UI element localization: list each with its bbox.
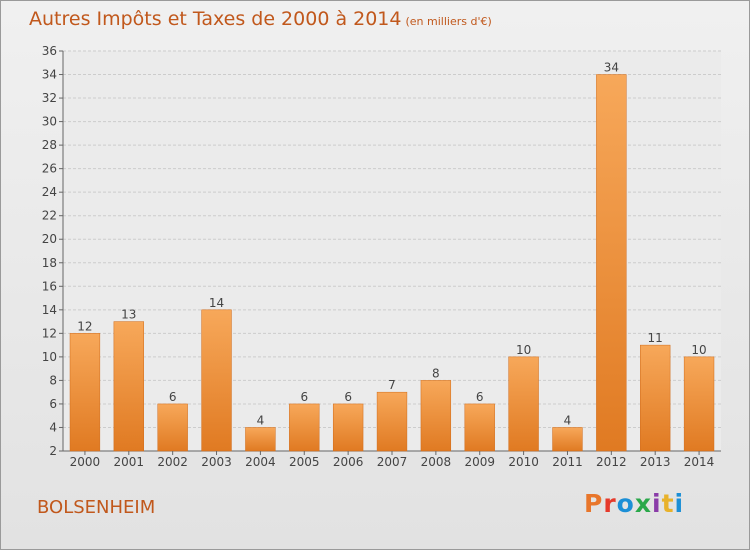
bar xyxy=(464,403,495,452)
data-label: 10 xyxy=(691,343,706,357)
chart-subtitle: (en milliers d'€) xyxy=(405,15,492,28)
chart-title-text: Autres Impôts et Taxes de 2000 à 2014 xyxy=(29,8,402,30)
brand-letter: i xyxy=(674,489,685,518)
y-tick-label: 24 xyxy=(42,185,57,199)
y-tick-label: 32 xyxy=(42,91,57,105)
y-tick-label: 18 xyxy=(42,256,57,270)
chart-title: Autres Impôts et Taxes de 2000 à 2014 (en… xyxy=(29,8,492,30)
bar xyxy=(376,391,408,452)
bar xyxy=(508,356,539,452)
brand-letter: x xyxy=(634,489,652,518)
x-tick-label: 2013 xyxy=(640,455,671,469)
x-tick-label: 2000 xyxy=(70,455,101,469)
brand-letter: t xyxy=(661,489,675,518)
y-tick-label: 36 xyxy=(42,44,57,58)
x-tick-label: 2011 xyxy=(552,455,583,469)
brand-letter: i xyxy=(652,489,662,518)
y-tick-label: 16 xyxy=(42,279,57,293)
data-label: 14 xyxy=(209,296,224,310)
data-label: 12 xyxy=(77,319,92,333)
bar xyxy=(201,309,232,452)
y-tick-label: 20 xyxy=(42,232,57,246)
y-tick-label: 2 xyxy=(49,444,57,458)
bar xyxy=(332,403,364,452)
data-label: 4 xyxy=(564,413,572,427)
data-label: 6 xyxy=(169,390,177,404)
bar xyxy=(157,403,188,452)
bar xyxy=(420,380,452,452)
y-tick-label: 14 xyxy=(42,303,57,317)
x-tick-label: 2008 xyxy=(421,455,452,469)
data-label: 6 xyxy=(300,390,308,404)
x-tick-label: 2005 xyxy=(289,455,320,469)
x-tick-label: 2006 xyxy=(333,455,364,469)
x-tick-label: 2001 xyxy=(114,455,145,469)
data-label: 8 xyxy=(432,366,440,380)
bar xyxy=(552,427,583,452)
y-tick-label: 6 xyxy=(49,397,57,411)
x-tick-label: 2010 xyxy=(508,455,539,469)
bar xyxy=(69,333,101,452)
data-label: 34 xyxy=(604,61,619,75)
x-tick-label: 2004 xyxy=(245,455,276,469)
y-tick-label: 28 xyxy=(42,138,57,152)
y-tick-label: 34 xyxy=(42,68,57,82)
bar xyxy=(596,74,627,452)
location-label: BOLSENHEIM xyxy=(37,497,156,518)
x-tick-label: 2012 xyxy=(596,455,627,469)
brand-letter: o xyxy=(616,489,635,518)
bar xyxy=(683,356,715,452)
y-tick-label: 4 xyxy=(49,420,57,434)
y-tick-label: 30 xyxy=(42,115,57,129)
data-label: 13 xyxy=(121,308,136,322)
bar xyxy=(113,321,144,452)
brand-logo: Proxiti xyxy=(584,489,684,518)
y-tick-label: 10 xyxy=(42,350,57,364)
bar xyxy=(245,427,276,452)
data-label: 6 xyxy=(476,390,484,404)
data-label: 11 xyxy=(648,331,663,345)
data-label: 10 xyxy=(516,343,531,357)
data-label: 7 xyxy=(388,378,396,392)
x-tick-label: 2014 xyxy=(684,455,715,469)
data-label: 6 xyxy=(344,390,352,404)
y-tick-label: 8 xyxy=(49,373,57,387)
x-tick-label: 2009 xyxy=(464,455,495,469)
x-tick-label: 2003 xyxy=(201,455,232,469)
brand-letter: r xyxy=(603,489,617,518)
y-tick-label: 12 xyxy=(42,326,57,340)
x-tick-label: 2007 xyxy=(377,455,408,469)
x-tick-label: 2002 xyxy=(157,455,188,469)
y-tick-label: 26 xyxy=(42,162,57,176)
data-label: 4 xyxy=(257,413,265,427)
y-tick-label: 22 xyxy=(42,209,57,223)
bar xyxy=(289,403,320,452)
bar xyxy=(640,344,671,452)
brand-letter: P xyxy=(584,489,604,518)
